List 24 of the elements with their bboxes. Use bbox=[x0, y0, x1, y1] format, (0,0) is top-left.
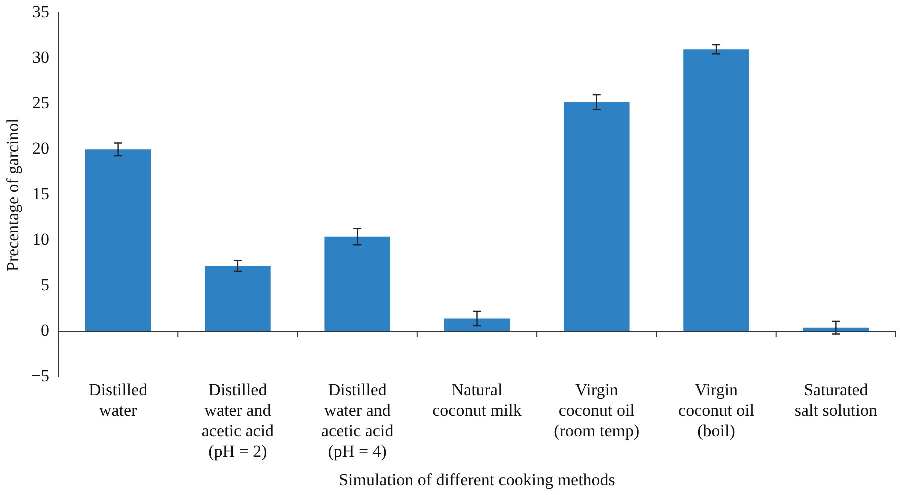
bar bbox=[444, 318, 510, 332]
x-tick-label: Distilled water and acetic acid (pH = 2) bbox=[202, 380, 275, 461]
bar bbox=[684, 50, 750, 332]
x-tick-label: Virgin coconut oil (room temp) bbox=[554, 380, 640, 440]
y-tick-label: −5 bbox=[31, 366, 50, 386]
bar bbox=[205, 266, 271, 332]
y-tick-label: 20 bbox=[32, 139, 50, 158]
x-tick-label: Distilled water bbox=[89, 380, 148, 420]
y-tick-label: 15 bbox=[32, 184, 50, 204]
y-tick-label: 35 bbox=[32, 2, 50, 22]
y-tick-label: 30 bbox=[32, 48, 50, 68]
x-axis-title: Simulation of different cooking methods bbox=[339, 470, 616, 490]
bar bbox=[324, 236, 390, 332]
y-axis-title: Precentage of garcinol bbox=[4, 118, 23, 272]
x-tick-label: Distilled water and acetic acid (pH = 4) bbox=[321, 380, 394, 461]
bar bbox=[564, 102, 630, 332]
x-tick-label: Virgin coconut oil (boil) bbox=[678, 380, 755, 440]
y-tick-label: 0 bbox=[40, 320, 50, 340]
y-tick-label: 5 bbox=[40, 276, 50, 295]
y-tick-label: 10 bbox=[32, 230, 50, 250]
x-tick-label: Saturated salt solution bbox=[794, 380, 878, 420]
y-tick-label: 25 bbox=[32, 94, 50, 113]
x-tick-label: Natural coconut milk bbox=[432, 380, 522, 420]
bar bbox=[85, 150, 152, 332]
